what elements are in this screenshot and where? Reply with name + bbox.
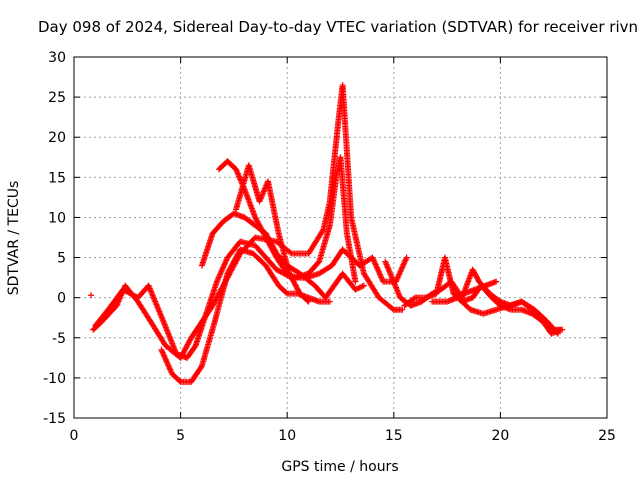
y-axis-label: SDTVAR / TECUs: [6, 181, 22, 296]
x-tick-label: 20: [491, 428, 509, 444]
data-point: [410, 295, 417, 302]
data-point: [389, 305, 396, 312]
chart-title: Day 098 of 2024, Sidereal Day-to-day VTE…: [38, 18, 638, 36]
y-tick-label: -5: [52, 331, 66, 347]
series-track-3: [158, 246, 333, 385]
y-tick-label: 5: [57, 251, 66, 267]
series-track-5: [215, 154, 359, 285]
x-axis-label: GPS time / hours: [281, 459, 398, 475]
x-tick-label: 25: [598, 428, 616, 444]
plot-frame: [73, 56, 608, 419]
data-point: [319, 227, 326, 234]
y-tick-label: 0: [57, 291, 66, 307]
y-tick-label: 25: [48, 90, 66, 106]
y-tick-label: 10: [48, 210, 66, 226]
y-tick-label: 15: [48, 170, 66, 186]
data-point: [191, 344, 198, 351]
data-point: [352, 278, 359, 285]
data-point: [304, 297, 311, 304]
data-point: [554, 330, 561, 337]
data-point: [88, 292, 95, 299]
y-tick-label: -15: [43, 411, 66, 427]
series-track-10: [450, 278, 500, 301]
data-point: [403, 254, 410, 261]
grid: [74, 57, 607, 418]
x-tick-label: 10: [278, 428, 296, 444]
x-tick-label: 15: [385, 428, 403, 444]
y-tick-label: 30: [48, 50, 66, 66]
data-marks: [88, 82, 566, 385]
data-point: [559, 326, 566, 333]
series-track-6: [233, 162, 312, 305]
data-point: [360, 282, 367, 289]
data-point: [553, 329, 560, 336]
x-tick-label: 0: [70, 428, 79, 444]
x-tick-label: 5: [176, 428, 185, 444]
data-point: [305, 298, 312, 305]
data-point: [493, 278, 500, 285]
data-point: [198, 364, 205, 371]
data-point: [326, 298, 333, 305]
data-point: [287, 249, 294, 256]
data-point: [399, 306, 406, 313]
y-tick-label: -10: [43, 371, 66, 387]
y-tick-label: 20: [48, 130, 66, 146]
axis-ticks: 0 5 10 15 20 25 -15 -10 -5 0 5 10 15 20 25 30: [43, 50, 616, 444]
